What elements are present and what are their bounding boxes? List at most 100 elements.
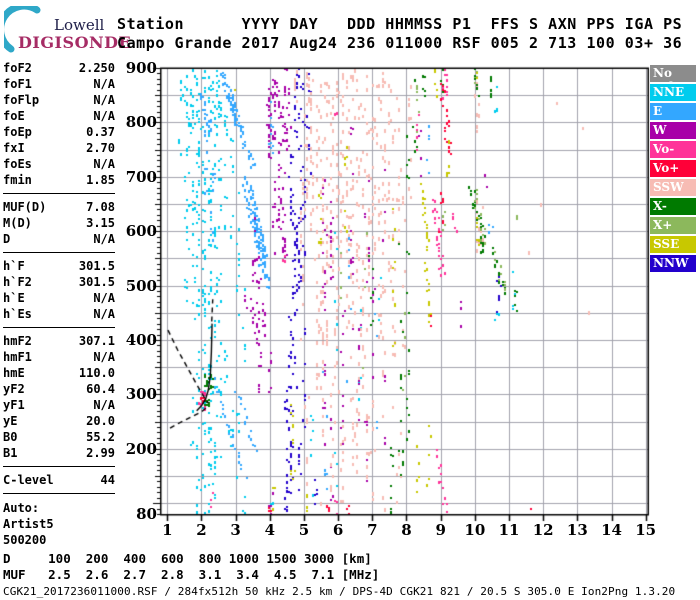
echo-direction-legend: No Val NNE EW Vo- Vo+ SSW X- X+ SSE NNW: [650, 65, 698, 274]
x-axis-tick-label: 14: [601, 521, 622, 539]
digisonde-logo: Lowell DIGISONDE: [4, 6, 131, 56]
param-label: hmF1: [3, 350, 32, 364]
param-label: fmin: [3, 173, 32, 187]
param-value: 55.2: [86, 430, 115, 444]
param-row-fxi: fxI 2.70: [3, 140, 115, 156]
x-axis-tick-label: 11: [498, 521, 520, 539]
legend-label: E: [653, 104, 663, 118]
legend-item-vom: Vo-: [650, 141, 696, 158]
param-value: N/A: [93, 350, 115, 364]
param-label: B0: [3, 430, 18, 444]
legend-item-xp: X+: [650, 217, 696, 234]
param-value: N/A: [93, 398, 115, 412]
param-value: 301.5: [78, 259, 115, 273]
param-row-mufd: MUF(D) 7.08: [3, 199, 115, 215]
legend-label: NNW: [653, 256, 689, 270]
param-label: h`F: [3, 259, 25, 273]
param-label: foFlp: [3, 93, 40, 107]
param-value: 0.37: [86, 125, 115, 139]
param-row-hf2: h`F2 301.5: [3, 274, 115, 290]
legend-label: SSE: [653, 237, 680, 251]
param-label: foE: [3, 109, 25, 123]
param-label: foEp: [3, 125, 32, 139]
param-value: N/A: [93, 291, 115, 305]
param-label: C-level: [3, 473, 54, 487]
param-row-d: D N/A: [3, 231, 115, 247]
auto-method-line: 500200: [3, 533, 47, 547]
param-row-ye: yE 20.0: [3, 413, 115, 429]
x-axis-tick-label: 5: [298, 521, 310, 539]
param-label: h`E: [3, 291, 25, 305]
param-row-yf2: yF2 60.4: [3, 381, 115, 397]
param-value: 307.1: [78, 334, 115, 348]
param-row-fof1: foF1 N/A: [3, 76, 115, 92]
x-axis-tick-label: 8: [401, 521, 412, 539]
status-line: CGK21_2017236011000.RSF / 284fx512h 50 k…: [3, 585, 676, 598]
muf-distance-row-muf: MUF 2.5 2.6 2.7 2.8 3.1 3.4 4.5 7.1 [MHz…: [3, 567, 380, 582]
param-value: 2.99: [86, 446, 115, 460]
param-value: N/A: [93, 109, 115, 123]
param-label: B1: [3, 446, 18, 460]
param-label: yF2: [3, 382, 25, 396]
param-label: hmE: [3, 366, 25, 380]
y-axis-tick-label: 200: [125, 439, 157, 458]
legend-label: W: [653, 123, 667, 137]
param-value: N/A: [93, 157, 115, 171]
parameters-panel: foF2 2.250 foF1 N/A foFlp N/A foE N/A foEp 0.37 fx…: [3, 60, 115, 548]
param-label: MUF(D): [3, 200, 47, 214]
param-row-b0: B0 55.2: [3, 429, 115, 445]
param-label: h`Es: [3, 307, 32, 321]
params-separator: [3, 466, 115, 467]
station-header-labels: Station YYYY DAY DDD HHMMSS P1 FFS S AXN…: [117, 15, 683, 33]
params-separator: [3, 493, 115, 494]
param-label: foF1: [3, 77, 32, 91]
x-axis-tick-label: 1: [162, 521, 173, 539]
param-label: hmF2: [3, 334, 32, 348]
param-label: fxI: [3, 141, 25, 155]
x-axis-tick-label: 4: [264, 521, 276, 539]
param-row-md: M(D) 3.15: [3, 215, 115, 231]
param-value: 60.4: [86, 382, 115, 396]
legend-item-xm: X-: [650, 198, 696, 215]
legend-label: Vo-: [653, 142, 675, 156]
y-axis-tick-label: 400: [125, 330, 157, 349]
param-row-he: h`E N/A: [3, 290, 115, 306]
legend-item-nnw: NNW: [650, 255, 696, 272]
param-label: h`F2: [3, 275, 32, 289]
x-axis-tick-label: 12: [532, 521, 554, 539]
param-row-hes: h`Es N/A: [3, 306, 115, 322]
legend-item-e: E: [650, 103, 696, 120]
params-separator: [3, 327, 115, 328]
params-separator: [3, 252, 115, 253]
param-value: 1.85: [86, 173, 115, 187]
autoscaling-info: Auto: Artist5 500200: [3, 500, 115, 548]
x-axis-tick-label: 2: [196, 521, 207, 539]
param-row-foes: foEs N/A: [3, 156, 115, 172]
param-value: N/A: [93, 77, 115, 91]
param-label: D: [3, 232, 11, 246]
y-axis-tick-label: 80: [136, 505, 157, 523]
logo-digisonde-text: DIGISONDE: [18, 33, 132, 52]
param-label: yF1: [3, 398, 25, 412]
legend-item-sse: SSE: [650, 236, 696, 253]
param-label: foEs: [3, 157, 32, 171]
param-value: 2.250: [78, 61, 115, 75]
logo-arc-icon: [4, 6, 41, 53]
legend-label: No Val: [653, 66, 674, 82]
legend-item-vop: Vo+: [650, 160, 696, 177]
param-value: 2.70: [86, 141, 115, 155]
auto-method-line: Artist5: [3, 517, 54, 531]
logo-lowell-text: Lowell: [54, 16, 105, 34]
y-axis-tick-label: 600: [125, 222, 157, 241]
legend-label: SSW: [653, 180, 684, 194]
param-value: N/A: [93, 93, 115, 107]
x-axis-tick-label: 3: [230, 521, 241, 539]
legend-item-noval: No Val: [650, 65, 696, 82]
param-row-fmin: fmin 1.85: [3, 172, 115, 188]
legend-label: NNE: [653, 85, 685, 99]
auto-method-line: Auto:: [3, 501, 40, 515]
y-axis-tick-label: 300: [125, 385, 157, 404]
param-row-hmf2: hmF2 307.1: [3, 333, 115, 349]
y-axis-tick-label: 500: [125, 276, 157, 295]
legend-label: Vo+: [653, 161, 680, 175]
